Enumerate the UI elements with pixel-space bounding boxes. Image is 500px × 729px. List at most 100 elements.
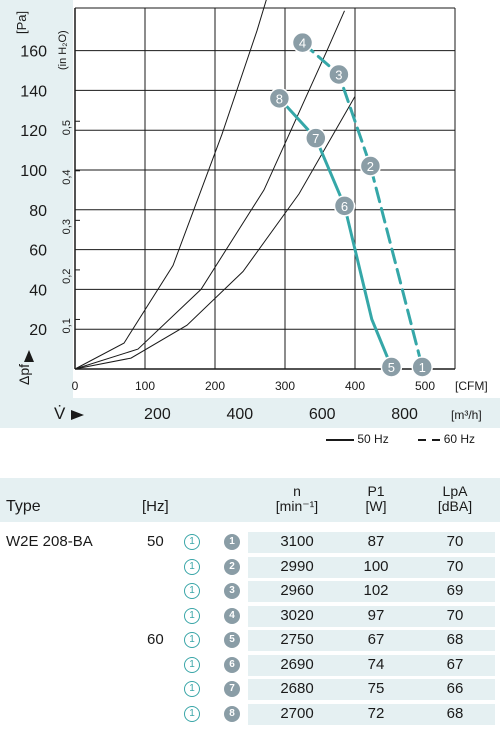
header-p1: P1 bbox=[367, 483, 385, 499]
y-tick-label-40: 40 bbox=[29, 282, 47, 299]
x-tick-label-200: 200 bbox=[205, 379, 225, 393]
header-lpa-unit: [dBA] bbox=[437, 498, 473, 514]
legend-50hz: 50 Hz bbox=[326, 432, 389, 446]
cell-hz: 60 bbox=[147, 631, 164, 648]
header-p1-unit: [W] bbox=[365, 498, 387, 514]
header-lpa: LpA bbox=[442, 483, 468, 499]
y-tick-label-160: 160 bbox=[20, 44, 47, 61]
row-band bbox=[248, 605, 495, 627]
circled-one-icon: 1 bbox=[184, 607, 200, 624]
operating-point-icon: 8 bbox=[224, 705, 240, 722]
circled-one-icon: 1 bbox=[184, 534, 200, 550]
y2-tick-label-4: 0,5 bbox=[61, 120, 73, 135]
x-tick-label-100: 100 bbox=[135, 379, 155, 393]
cell-power: 75 bbox=[367, 680, 385, 697]
y2-tick-label-1: 0,2 bbox=[61, 269, 73, 284]
operating-point-marker-5 bbox=[380, 356, 403, 378]
table-row: 60 1 5 2750 67 68 bbox=[0, 628, 500, 652]
operating-point-marker-7 bbox=[305, 127, 327, 149]
header-n: n bbox=[293, 483, 301, 499]
y-tick-label-140: 140 bbox=[20, 83, 47, 100]
x-tick-label-400: 400 bbox=[345, 379, 365, 393]
system-curve-1 bbox=[74, 96, 356, 370]
operating-point-label-1: 1 bbox=[419, 360, 426, 375]
y-axis-arrow-icon bbox=[24, 350, 34, 362]
system-curve-3 bbox=[74, 0, 267, 370]
table-header: Type [Hz] n [min⁻¹] P1 [W] LpA [dBA] bbox=[0, 478, 500, 522]
cell-power: 87 bbox=[367, 533, 385, 550]
legend-60hz-label: 60 Hz bbox=[443, 432, 476, 446]
cell-noise: 67 bbox=[446, 655, 464, 673]
y2-tick-label-0: 0,1 bbox=[61, 318, 73, 333]
cell-noise: 68 bbox=[446, 631, 464, 648]
row-band bbox=[248, 679, 495, 700]
cell-speed: 2960 bbox=[280, 582, 314, 599]
x-tick-label-300: 300 bbox=[275, 379, 295, 393]
cell-noise: 70 bbox=[446, 533, 464, 550]
operating-point-label-5: 5 bbox=[388, 360, 395, 375]
system-curve-2 bbox=[74, 10, 345, 370]
operating-point-icon: 5 bbox=[224, 632, 240, 648]
x-tick-label-500: 500 bbox=[415, 379, 435, 393]
cell-speed: 2990 bbox=[280, 557, 314, 575]
table-row: 1 6 2690 74 67 bbox=[0, 653, 500, 677]
operating-point-marker-2 bbox=[359, 155, 382, 177]
operating-point-marker-1 bbox=[411, 356, 433, 378]
cell-speed: 3100 bbox=[280, 533, 314, 550]
x-tick-label-0: 0 bbox=[72, 379, 79, 393]
cell-noise: 70 bbox=[446, 557, 464, 575]
legend-50hz-label: 50 Hz bbox=[357, 432, 389, 446]
y-axis-label: Δpf bbox=[16, 364, 32, 385]
x2-tick-label-3: 800 bbox=[391, 406, 418, 423]
table-row: 1 8 2700 72 68 bbox=[0, 702, 500, 726]
operating-point-label-2: 2 bbox=[367, 159, 374, 174]
cell-speed: 2680 bbox=[280, 680, 314, 697]
operating-point-icon: 4 bbox=[224, 607, 240, 624]
y-tick-label-120: 120 bbox=[20, 123, 47, 140]
fan-curve-60hz bbox=[301, 41, 424, 369]
circled-one-icon: 1 bbox=[184, 656, 200, 673]
x2-axis-arrow-icon bbox=[71, 410, 84, 420]
cell-noise: 68 bbox=[446, 704, 464, 722]
cell-power: 74 bbox=[367, 655, 385, 673]
cell-speed: 3020 bbox=[280, 606, 314, 624]
legend-solid-line bbox=[326, 438, 354, 441]
table-row: 1 3 2960 102 69 bbox=[0, 579, 500, 603]
cell-hz: 50 bbox=[147, 533, 164, 550]
cell-noise: 70 bbox=[446, 606, 464, 624]
table-row: 1 7 2680 75 66 bbox=[0, 677, 500, 701]
legend-60hz: 60 Hz bbox=[418, 432, 475, 446]
y-tick-label-100: 100 bbox=[20, 163, 47, 180]
legend-dash-2 bbox=[432, 438, 441, 441]
header-hz: [Hz] bbox=[142, 498, 169, 515]
cell-power: 97 bbox=[367, 606, 385, 624]
row-band bbox=[248, 532, 495, 553]
operating-point-label-8: 8 bbox=[276, 91, 283, 106]
operating-point-marker-8 bbox=[268, 87, 291, 110]
x2-tick-label-1: 400 bbox=[226, 406, 253, 423]
cell-speed: 2700 bbox=[280, 704, 314, 722]
operating-point-icon: 2 bbox=[224, 558, 240, 575]
cell-power: 102 bbox=[363, 582, 389, 599]
y-tick-label-20: 20 bbox=[29, 322, 47, 339]
operating-point-label-4: 4 bbox=[299, 36, 306, 51]
table-row: W2E 208-BA 50 1 1 3100 87 70 bbox=[0, 530, 500, 554]
cell-power: 72 bbox=[367, 704, 385, 722]
circled-one-icon: 1 bbox=[184, 558, 200, 575]
circled-one-icon: 1 bbox=[184, 632, 200, 648]
row-band bbox=[248, 581, 495, 602]
y2-tick-label-3: 0,4 bbox=[61, 169, 73, 184]
cell-speed: 2690 bbox=[280, 655, 314, 673]
legend-dash-1 bbox=[418, 438, 426, 441]
x2-axis-label: V̇ bbox=[54, 404, 66, 423]
x-unit-label: [CFM] bbox=[455, 379, 488, 393]
cell-noise: 66 bbox=[446, 680, 464, 697]
y-tick-label-60: 60 bbox=[29, 243, 47, 260]
y-tick-label-80: 80 bbox=[29, 203, 47, 220]
circled-one-icon: 1 bbox=[184, 583, 200, 599]
x2-tick-label-0: 200 bbox=[144, 406, 171, 423]
bottom-axis-band bbox=[0, 398, 500, 428]
operating-point-icon: 1 bbox=[224, 534, 240, 550]
x2-tick-label-2: 600 bbox=[309, 406, 336, 423]
